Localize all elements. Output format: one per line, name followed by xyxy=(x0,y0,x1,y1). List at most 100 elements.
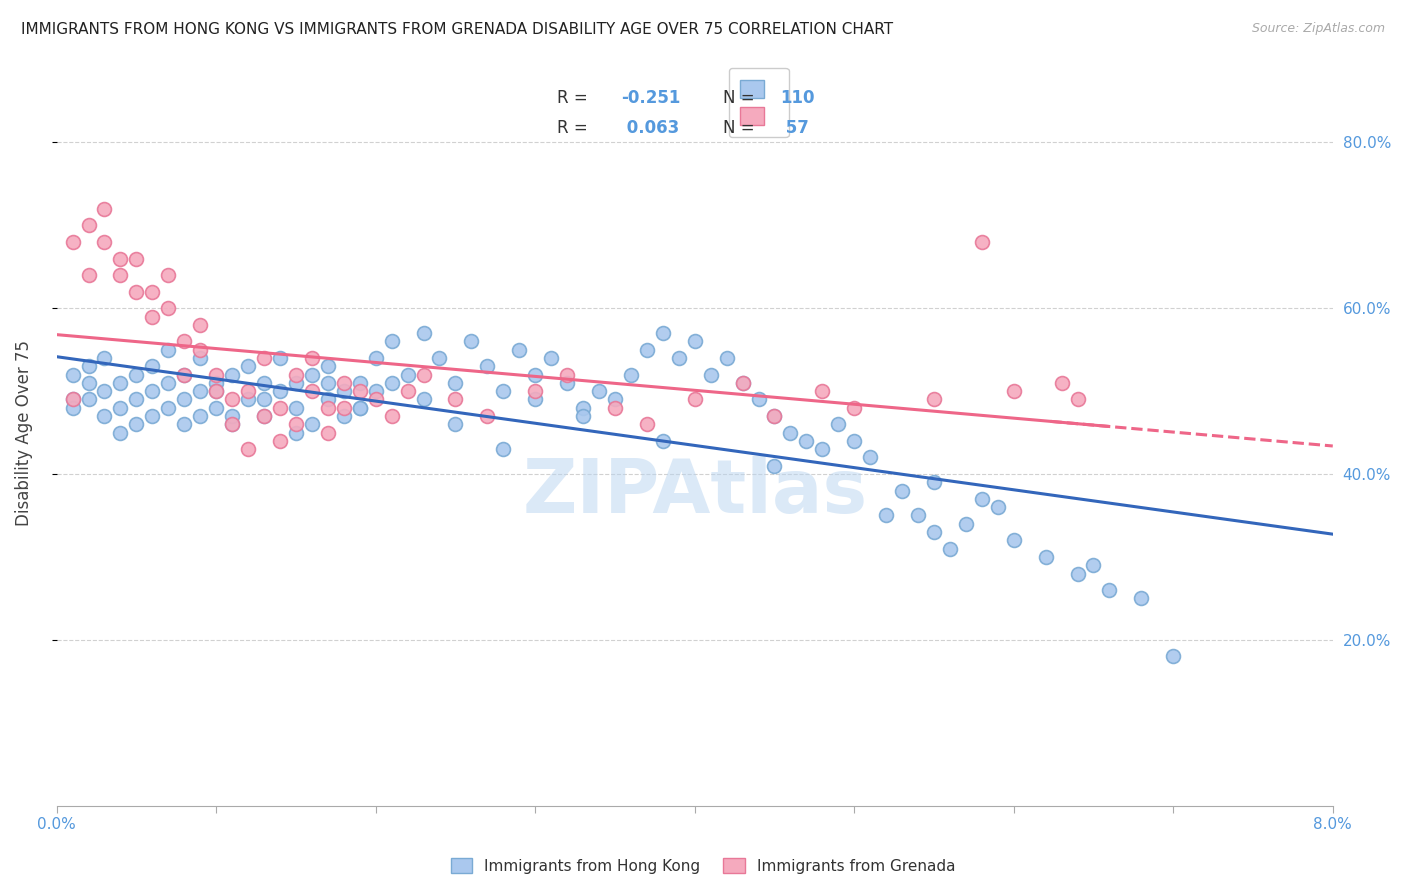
Point xyxy=(110,252,132,266)
Point xyxy=(588,384,610,399)
Point xyxy=(683,392,706,407)
Point xyxy=(236,359,259,374)
Point xyxy=(381,376,404,390)
Point xyxy=(62,235,84,249)
Point xyxy=(763,409,786,423)
Point xyxy=(62,392,84,407)
Point xyxy=(1002,533,1025,548)
Point xyxy=(284,368,307,382)
Point xyxy=(555,368,578,382)
Point xyxy=(141,409,163,423)
Point xyxy=(492,384,515,399)
Point xyxy=(77,359,100,374)
Point xyxy=(110,268,132,282)
Point xyxy=(205,368,228,382)
Text: -0.251: -0.251 xyxy=(620,89,681,107)
Point xyxy=(763,409,786,423)
Point xyxy=(284,425,307,440)
Point xyxy=(236,392,259,407)
Text: N =: N = xyxy=(723,89,759,107)
Point xyxy=(141,384,163,399)
Point xyxy=(157,301,180,316)
Point xyxy=(157,376,180,390)
Point xyxy=(540,351,562,365)
Point xyxy=(763,458,786,473)
Point xyxy=(284,376,307,390)
Point xyxy=(349,401,371,415)
Point xyxy=(125,368,148,382)
Point xyxy=(1066,392,1088,407)
Point xyxy=(891,483,914,498)
Point xyxy=(93,384,115,399)
Text: N =: N = xyxy=(723,120,759,137)
Point xyxy=(412,368,434,382)
Point xyxy=(221,368,243,382)
Point xyxy=(922,524,945,539)
Point xyxy=(269,434,291,448)
Point xyxy=(731,376,754,390)
Point xyxy=(1083,558,1105,573)
Point xyxy=(173,417,195,432)
Point xyxy=(444,392,467,407)
Point xyxy=(412,326,434,340)
Point xyxy=(62,401,84,415)
Point xyxy=(157,343,180,357)
Point xyxy=(364,392,387,407)
Point xyxy=(827,417,849,432)
Point xyxy=(716,351,738,365)
Point xyxy=(173,368,195,382)
Point xyxy=(301,368,323,382)
Point xyxy=(572,401,595,415)
Point xyxy=(332,401,354,415)
Point xyxy=(844,434,866,448)
Point xyxy=(603,392,626,407)
Point xyxy=(955,516,977,531)
Point xyxy=(93,202,115,216)
Point xyxy=(110,425,132,440)
Point xyxy=(970,491,993,506)
Point xyxy=(524,392,547,407)
Point xyxy=(221,417,243,432)
Point xyxy=(316,392,339,407)
Point xyxy=(173,392,195,407)
Point xyxy=(444,376,467,390)
Point xyxy=(301,351,323,365)
Point xyxy=(284,401,307,415)
Point xyxy=(349,384,371,399)
Point xyxy=(603,401,626,415)
Point xyxy=(188,343,211,357)
Point xyxy=(93,235,115,249)
Point xyxy=(77,268,100,282)
Point xyxy=(269,384,291,399)
Point xyxy=(412,392,434,407)
Point xyxy=(205,376,228,390)
Text: 110: 110 xyxy=(780,89,814,107)
Point xyxy=(477,409,499,423)
Point xyxy=(188,318,211,332)
Point xyxy=(253,392,276,407)
Point xyxy=(508,343,530,357)
Point xyxy=(922,392,945,407)
Point xyxy=(253,376,276,390)
Point xyxy=(811,384,834,399)
Legend: , : , xyxy=(728,68,789,137)
Point xyxy=(444,417,467,432)
Point xyxy=(316,376,339,390)
Point xyxy=(1098,583,1121,598)
Point xyxy=(253,409,276,423)
Point xyxy=(110,401,132,415)
Point xyxy=(188,384,211,399)
Point xyxy=(141,285,163,299)
Point xyxy=(141,359,163,374)
Text: R =: R = xyxy=(557,120,593,137)
Point xyxy=(77,376,100,390)
Point xyxy=(141,310,163,324)
Point xyxy=(859,450,882,465)
Point xyxy=(922,475,945,490)
Text: 57: 57 xyxy=(780,120,808,137)
Point xyxy=(93,409,115,423)
Point xyxy=(62,392,84,407)
Point xyxy=(221,409,243,423)
Text: R =: R = xyxy=(557,89,593,107)
Point xyxy=(205,401,228,415)
